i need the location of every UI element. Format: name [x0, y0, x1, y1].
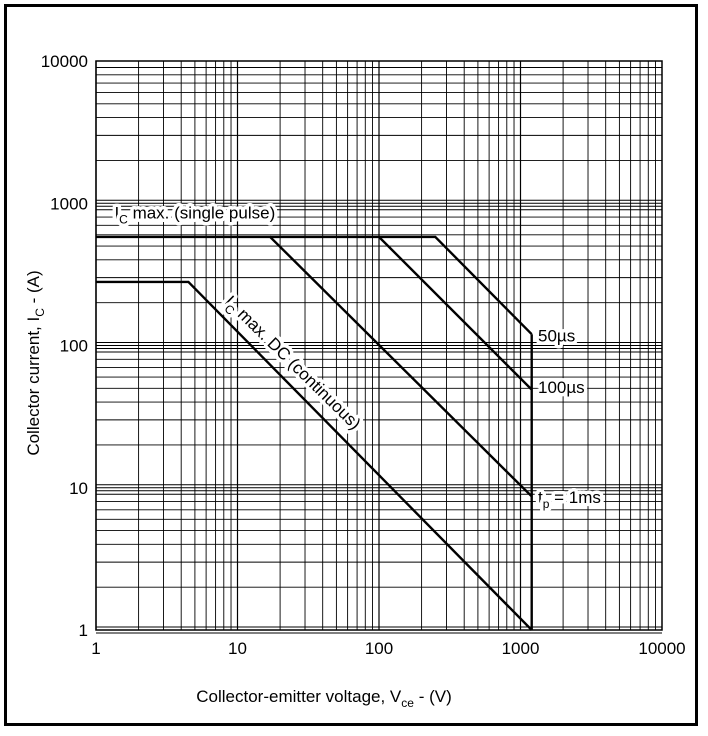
y-axis-label: Collector current, IC - (A): [24, 270, 47, 455]
x-tick-label: 100: [365, 639, 393, 658]
annotation-lbl-50us: 50µs: [538, 327, 575, 346]
annotation-lbl-1ms: tp = 1ms: [538, 488, 601, 511]
annotation-lbl-100us: 100µs: [538, 378, 585, 397]
x-tick-label: 10000: [638, 639, 685, 658]
soa-chart: 1 10 100 1000 10000 1 10 100 1000 10000 IC max. (…: [24, 52, 686, 710]
series-line-1ms: [96, 235, 533, 498]
x-tick-label: 1000: [502, 639, 540, 658]
series-line-dc: [96, 280, 533, 631]
series-line-50us: [379, 235, 533, 336]
tick-labels: 1 10 100 1000 10000 1 10 100 1000 10000: [41, 52, 686, 658]
y-tick-label: 10: [69, 479, 88, 498]
annotation-ic-pulse: IC max. (single pulse): [114, 204, 275, 227]
y-tick-label: 1: [79, 621, 88, 640]
y-tick-label: 10000: [41, 52, 88, 71]
annotations: IC max. (single pulse) IC max. DC (contin…: [111, 200, 605, 514]
plot-area: [95, 60, 663, 631]
x-tick-label: 1: [91, 639, 100, 658]
y-tick-label: 1000: [50, 194, 88, 213]
chart-frame: 1 10 100 1000 10000 1 10 100 1000 10000 IC max. (…: [4, 4, 698, 726]
y-tick-label: 100: [60, 337, 88, 356]
series-layer: [96, 235, 533, 631]
x-tick-label: 10: [228, 639, 247, 658]
annotation-ic-dc: IC max. DC (continuous): [218, 292, 364, 436]
plot-border: [95, 60, 663, 631]
x-axis-label: Collector-emitter voltage, Vce - (V): [196, 687, 452, 710]
